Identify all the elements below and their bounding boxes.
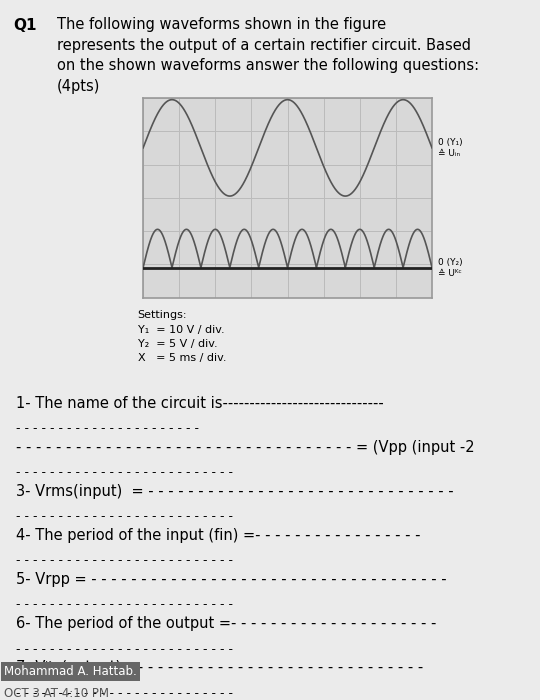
- Text: OCT 3 AT 4:10 PM: OCT 3 AT 4:10 PM: [4, 687, 109, 700]
- Text: Q1: Q1: [14, 18, 37, 32]
- Text: - - - - - - - - - - - - - - - - - - - - - - - - - -: - - - - - - - - - - - - - - - - - - - - …: [16, 643, 233, 656]
- Text: 4- The period of the input (fin) =- - - - - - - - - - - - - - - - -: 4- The period of the input (fin) =- - - …: [16, 528, 421, 542]
- Text: 0 (Y₂)
≙ Uᴷᶜ: 0 (Y₂) ≙ Uᴷᶜ: [438, 258, 463, 278]
- Text: - - - - - - - - - - - - - - - - - - - - - - - - - -: - - - - - - - - - - - - - - - - - - - - …: [16, 687, 233, 700]
- Text: - - - - - - - - - - - - - - - - - - - - - - - - - -: - - - - - - - - - - - - - - - - - - - - …: [16, 598, 233, 612]
- Text: - - - - - - - - - - - - - - - - - - - - - - - - - -: - - - - - - - - - - - - - - - - - - - - …: [16, 554, 233, 568]
- Text: The following waveforms shown in the figure
represents the output of a certain r: The following waveforms shown in the fig…: [57, 18, 479, 94]
- Text: - - - - - - - - - - - - - - - - - - - - - - - - - - - - - - - - - - = (Vpp (inpu: - - - - - - - - - - - - - - - - - - - - …: [16, 440, 475, 454]
- Text: 7- Vᴷᶜ (output) =- - - - - - - - - - - - - - - - - - - - - - - - - - - - -: 7- Vᴷᶜ (output) =- - - - - - - - - - - -…: [16, 660, 423, 675]
- Text: 5- Vrpp = - - - - - - - - - - - - - - - - - - - - - - - - - - - - - - - - - - - : 5- Vrpp = - - - - - - - - - - - - - - - …: [16, 572, 447, 587]
- Text: 6- The period of the output =- - - - - - - - - - - - - - - - - - - - -: 6- The period of the output =- - - - - -…: [16, 616, 436, 631]
- Text: 0 (Y₁)
≙ Uᵢₙ: 0 (Y₁) ≙ Uᵢₙ: [438, 138, 463, 158]
- Text: 3- Vrms(input)  = - - - - - - - - - - - - - - - - - - - - - - - - - - - - - - -: 3- Vrms(input) = - - - - - - - - - - - -…: [16, 484, 454, 498]
- Text: Settings:
Y₁  = 10 V / div.
Y₂  = 5 V / div.
X   = 5 ms / div.: Settings: Y₁ = 10 V / div. Y₂ = 5 V / di…: [138, 310, 226, 363]
- Text: - - - - - - - - - - - - - - - - - - - - - - - - - -: - - - - - - - - - - - - - - - - - - - - …: [16, 466, 233, 480]
- Text: Mohammad A. Hattab.: Mohammad A. Hattab.: [4, 664, 137, 678]
- Text: - - - - - - - - - - - - - - - - - - - - - -: - - - - - - - - - - - - - - - - - - - - …: [16, 422, 199, 435]
- Text: - - - - - - - - - - - - - - - - - - - - - - - - - -: - - - - - - - - - - - - - - - - - - - - …: [16, 510, 233, 524]
- Text: 1- The name of the circuit is------------------------------: 1- The name of the circuit is-----------…: [16, 395, 384, 410]
